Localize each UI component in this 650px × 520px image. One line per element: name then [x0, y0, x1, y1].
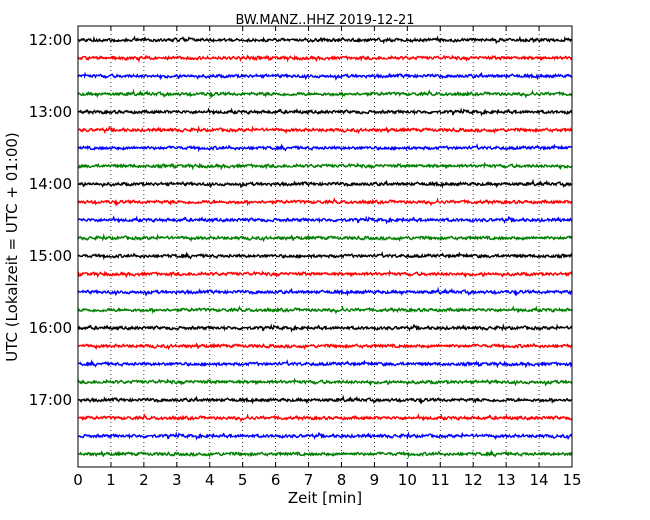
trace-1330 — [77, 143, 573, 153]
x-axis-ticks: 0 1 2 3 4 5 6 7 8 9 10 11 12 13 14 15 — [73, 26, 582, 489]
trace-1630 — [77, 359, 573, 369]
chart-title: BW.MANZ..HHZ 2019-12-21 — [235, 13, 414, 28]
trace-1700 — [77, 394, 573, 405]
y-tick-label: 16:00 — [29, 319, 72, 337]
grid-lines — [110, 26, 540, 467]
trace-1730 — [77, 431, 573, 441]
trace-1545 — [77, 305, 573, 315]
x-tick-label: 12 — [464, 471, 483, 489]
y-axis-label: UTC (Lokalzeit = UTC + 01:00) — [3, 132, 21, 362]
x-tick-label: 5 — [238, 471, 248, 489]
y-tick-label: 13:00 — [29, 103, 72, 121]
x-tick-label: 2 — [139, 471, 149, 489]
x-tick-label: 15 — [562, 471, 581, 489]
trace-1515 — [77, 269, 573, 279]
trace-1615 — [77, 342, 573, 351]
x-tick-label: 6 — [271, 471, 281, 489]
trace-1500 — [77, 251, 573, 261]
y-tick-label: 17:00 — [29, 391, 72, 409]
x-tick-label: 10 — [398, 471, 417, 489]
x-tick-label: 1 — [106, 471, 116, 489]
x-tick-label: 7 — [304, 471, 314, 489]
x-tick-label: 13 — [497, 471, 516, 489]
plot-frame — [77, 25, 573, 468]
y-tick-label: 15:00 — [29, 247, 72, 265]
trace-1530 — [77, 286, 573, 297]
x-tick-label: 3 — [172, 471, 182, 489]
trace-1400 — [77, 178, 573, 189]
x-tick-label: 9 — [370, 471, 380, 489]
x-tick-label: 0 — [73, 471, 83, 489]
trace-1445 — [77, 233, 573, 243]
trace-1300 — [77, 107, 573, 117]
trace-1645 — [77, 377, 573, 387]
x-axis-label: Zeit [min] — [288, 489, 362, 507]
trace-1715 — [77, 413, 573, 423]
trace-1315 — [77, 125, 573, 135]
trace-1415 — [77, 197, 573, 207]
trace-1230 — [77, 71, 573, 81]
x-tick-label: 4 — [205, 471, 215, 489]
trace-1215 — [77, 54, 573, 64]
trace-1430 — [77, 215, 573, 225]
trace-1345 — [77, 161, 573, 171]
trace-1200 — [77, 35, 573, 45]
x-tick-label: 14 — [530, 471, 549, 489]
x-tick-label: 11 — [431, 471, 450, 489]
y-tick-label: 14:00 — [29, 175, 72, 193]
trace-1245 — [77, 88, 573, 99]
trace-1745 — [77, 449, 573, 459]
y-tick-label: 12:00 — [29, 31, 72, 49]
trace-1600 — [77, 323, 573, 333]
seismic-traces — [77, 35, 573, 459]
x-tick-label: 8 — [337, 471, 347, 489]
y-axis-ticks: 12:00 13:00 14:00 15:00 16:00 17:00 — [29, 31, 572, 409]
